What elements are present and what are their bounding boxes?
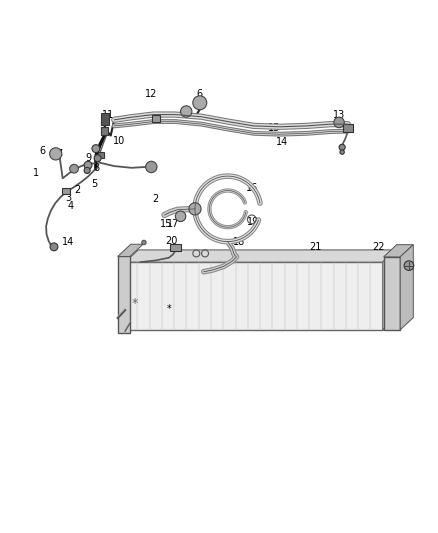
Circle shape	[404, 261, 414, 270]
Text: 21: 21	[309, 242, 321, 252]
Bar	[170, 244, 181, 251]
Polygon shape	[383, 250, 396, 330]
Text: 12: 12	[145, 89, 158, 99]
Polygon shape	[125, 250, 396, 262]
Text: 10: 10	[113, 136, 125, 146]
Text: 16: 16	[246, 183, 258, 193]
Circle shape	[92, 144, 100, 152]
Circle shape	[70, 164, 78, 173]
Text: 13: 13	[333, 110, 345, 119]
Text: 14: 14	[276, 137, 289, 147]
Bar	[118, 256, 130, 333]
Polygon shape	[118, 244, 143, 256]
Text: 18: 18	[233, 238, 245, 247]
Circle shape	[189, 203, 201, 215]
Text: 17: 17	[167, 219, 179, 229]
Text: 6: 6	[39, 146, 45, 156]
Text: 22: 22	[372, 242, 385, 252]
Bar	[384, 257, 400, 330]
Circle shape	[339, 144, 345, 150]
Polygon shape	[400, 245, 413, 330]
Text: 2: 2	[74, 185, 80, 195]
Text: 14: 14	[62, 238, 74, 247]
Text: 7: 7	[57, 149, 63, 159]
Circle shape	[180, 106, 192, 117]
Circle shape	[84, 167, 90, 174]
Text: 15: 15	[268, 123, 281, 133]
Bar	[98, 152, 104, 158]
Bar	[62, 188, 70, 193]
Bar	[101, 113, 109, 125]
Text: 19: 19	[247, 217, 259, 227]
Polygon shape	[384, 245, 413, 257]
Text: 1: 1	[32, 168, 39, 177]
Circle shape	[49, 148, 62, 160]
Circle shape	[340, 150, 344, 154]
Text: 9: 9	[85, 153, 91, 163]
Text: 20: 20	[165, 236, 177, 246]
Circle shape	[175, 211, 186, 222]
Circle shape	[193, 96, 207, 110]
Circle shape	[146, 161, 157, 173]
Text: 15: 15	[160, 219, 173, 229]
Circle shape	[50, 243, 58, 251]
Text: 2: 2	[152, 194, 159, 204]
Text: 8: 8	[94, 163, 100, 173]
Circle shape	[94, 155, 101, 161]
Text: *: *	[132, 297, 138, 310]
Circle shape	[142, 240, 146, 245]
Circle shape	[84, 161, 92, 169]
Polygon shape	[125, 262, 383, 330]
Text: 5: 5	[92, 179, 98, 189]
Text: 11: 11	[102, 110, 114, 119]
Bar	[101, 127, 108, 135]
Text: 3: 3	[65, 192, 71, 203]
Text: 6: 6	[196, 89, 202, 99]
Circle shape	[334, 117, 344, 128]
Text: *: *	[166, 304, 171, 314]
Bar	[152, 116, 159, 123]
Text: 4: 4	[67, 201, 74, 211]
Bar	[343, 124, 353, 132]
